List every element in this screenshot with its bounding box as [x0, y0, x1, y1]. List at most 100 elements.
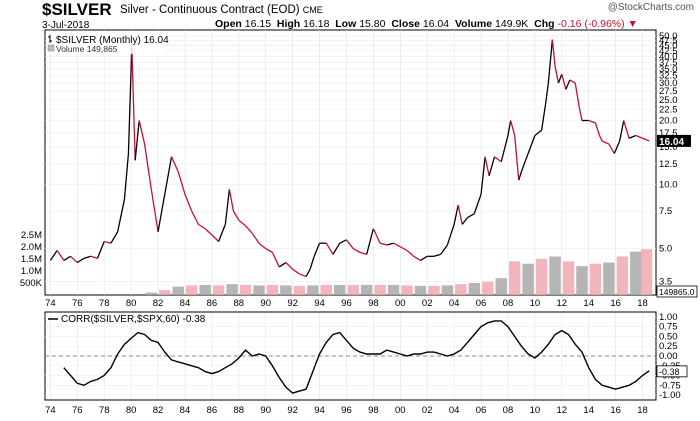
price-y-tick-label: 25.0 [659, 95, 678, 106]
price-segment [372, 228, 381, 244]
x-tick-label: 98 [368, 298, 379, 309]
x-tick-label: 88 [234, 405, 245, 416]
price-segment [170, 156, 179, 172]
high-value: 16.18 [303, 18, 330, 30]
last-price-label: 16.04 [659, 137, 684, 148]
low-value: 15.80 [359, 18, 386, 30]
price-y-tick-label: 32.5 [659, 71, 678, 82]
volume-bar [199, 284, 211, 295]
price-segment [557, 73, 563, 84]
price-segment [613, 140, 621, 154]
price-segment [211, 234, 220, 242]
instrument-name: Silver - Continuous Contract (EOD) CME [120, 4, 323, 16]
price-segment [540, 103, 547, 131]
price-segment [198, 223, 206, 230]
high-label: High [276, 18, 301, 30]
x-tick-label: 02 [422, 298, 433, 309]
volume-bar [159, 290, 171, 295]
volume-bar [334, 284, 346, 295]
volume-bar [616, 256, 629, 295]
price-segment [305, 268, 311, 277]
price-segment [588, 119, 596, 124]
x-tick-label: 10 [530, 405, 541, 416]
price-segment [379, 242, 388, 246]
volume-bar [630, 251, 642, 295]
ohlc-summary: Open 16.15 High 16.18 Low 15.80 Close 16… [215, 18, 638, 30]
x-tick-label: 14 [583, 405, 594, 416]
corr-y-tick-label: 0.00 [659, 351, 678, 362]
price-segment [510, 120, 516, 136]
price-segment [292, 268, 300, 275]
price-segment [544, 82, 549, 104]
price-segment [534, 129, 543, 137]
price-y-tick-label: 20.0 [659, 116, 678, 127]
price-y-tick-label: 30.0 [659, 78, 678, 89]
price-segment [191, 210, 200, 225]
price-segment [359, 251, 367, 255]
price-segment [399, 246, 408, 252]
volume-bar [320, 284, 332, 295]
price-segment [461, 217, 469, 225]
corr-y-tick-labels: 1.000.750.500.250.00-0.25-0.50-0.75-1.00 [659, 312, 681, 401]
price-segment [608, 143, 615, 154]
close-label: Close [391, 18, 420, 30]
price-segment [467, 213, 475, 219]
volume-bar [347, 284, 359, 295]
volume-bar [455, 284, 467, 295]
volume-bar [468, 282, 481, 295]
price-y-tick-label: 35.0 [659, 64, 678, 75]
x-tick-label: 94 [314, 298, 325, 309]
price-segment [366, 228, 375, 255]
price-segment [339, 239, 347, 244]
corr-y-tick-label: 0.25 [659, 341, 678, 352]
price-segment [551, 39, 556, 67]
price-segment [393, 242, 401, 248]
volume-y-tick-label: 2.0M [21, 242, 42, 253]
chart-symbol: $SILVER [42, 0, 112, 19]
price-segment [598, 135, 603, 142]
price-x-axis: 74 76 78 80 82 84 86 88 90 92 94 96 98 00 02 04 06 08 10 12… [45, 298, 648, 309]
price-segment [406, 249, 415, 257]
x-tick-label: 90 [260, 405, 271, 416]
volume-bar [522, 263, 534, 295]
price-segment [494, 156, 502, 163]
price-segment [480, 156, 486, 195]
price-segment [507, 120, 512, 136]
volume-bar [360, 284, 373, 295]
price-y-tick-label: 22.5 [659, 105, 678, 116]
x-tick-label: 18 [637, 298, 648, 309]
x-tick-label: 78 [99, 405, 110, 416]
price-segment [218, 224, 226, 242]
volume-y-tick-label: 1.0M [21, 266, 42, 277]
price-vertical-gridlines [50, 30, 643, 400]
price-panel-frame [44, 29, 657, 296]
price-segment [224, 189, 231, 225]
price-segment [309, 256, 315, 270]
price-segment [635, 134, 643, 139]
exchange-label: CME [302, 5, 323, 15]
price-y-tick-labels: 3.5 5.0 7.5 10.0 12.5 15.0 17.520.022.525.027.… [659, 31, 678, 288]
price-segment [76, 257, 85, 264]
volume-bar [428, 285, 440, 295]
volume-bar [508, 261, 521, 295]
volume-bar [401, 285, 413, 295]
price-segment [601, 140, 610, 145]
price-segment [527, 135, 536, 154]
price-y-tick-label: 40.0 [659, 51, 678, 62]
volume-bar [239, 284, 252, 295]
x-tick-label: 82 [153, 405, 164, 416]
x-tick-label: 82 [153, 298, 164, 309]
x-tick-label: 76 [72, 298, 83, 309]
price-segment [313, 242, 321, 257]
volume-label: Volume [454, 18, 493, 30]
price-segment [278, 261, 287, 268]
price-segment [547, 39, 554, 84]
price-segment [204, 228, 213, 236]
x-tick-label: 86 [207, 405, 218, 416]
volume-legend-label: Volume 149,865 [56, 44, 118, 54]
price-segment [386, 242, 394, 246]
volume-bar [576, 266, 588, 295]
down-arrow-icon: ▼ [627, 18, 638, 30]
price-segment [285, 262, 294, 270]
